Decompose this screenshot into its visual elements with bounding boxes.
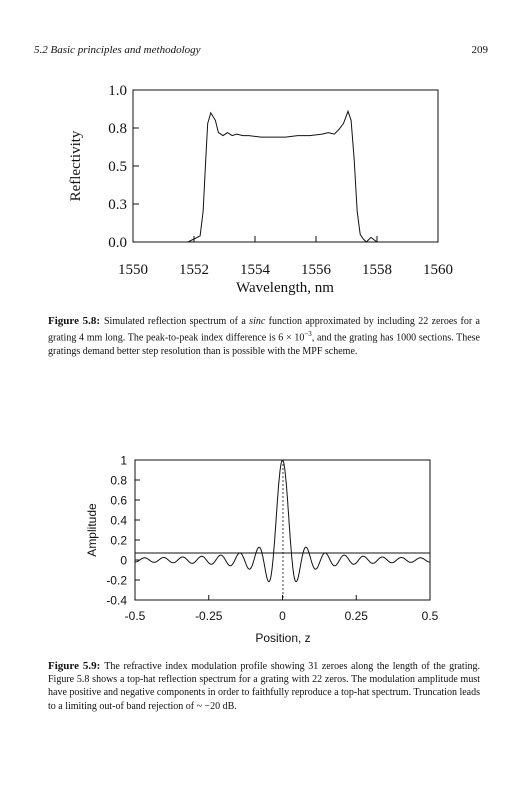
amplitude-chart: 1 0.8 0.6 0.4 0.2 0 -0.2 -0.4 -0.5 -0.25 0 0.25 0.5… xyxy=(85,454,439,646)
y-axis-label: Amplitude xyxy=(85,503,99,557)
caption-text-start: Simulated reflection spectrum of a xyxy=(104,316,250,327)
x-tick-label: 1560 xyxy=(423,262,453,278)
y-tick-label: -0.4 xyxy=(106,594,127,608)
y-tick-label: 0.8 xyxy=(110,474,127,488)
x-axis-label: Wavelength, nm xyxy=(236,280,334,296)
caption-text-end: , and the grating has 1000 sections. The… xyxy=(48,332,480,357)
x-tick-label: 0.5 xyxy=(422,609,439,623)
x-tick-label: 0.25 xyxy=(345,609,369,623)
y-tick-label: 0 xyxy=(120,554,127,568)
page-header: 5.2 Basic principles and methodology 209 xyxy=(34,44,488,60)
caption-text-mid: function approximated by including 22 ze… xyxy=(48,316,480,344)
caption-superscript: −3 xyxy=(304,330,312,339)
amplitude-series-line xyxy=(134,459,431,583)
y-tick-label: 0.6 xyxy=(110,494,127,508)
y-axis-ticks: 0.0 0.3 0.5 0.8 1.0 xyxy=(108,83,139,251)
figure-5-9-caption: Figure 5.9: The refractive index modulati… xyxy=(48,660,480,713)
plot-frame xyxy=(132,89,439,243)
y-tick-label: 1 xyxy=(120,454,127,468)
caption-emphasis: sinc xyxy=(249,316,266,327)
x-tick-label: 1556 xyxy=(301,262,332,278)
x-tick-label: 1558 xyxy=(362,262,392,278)
reflectivity-series-line xyxy=(133,109,438,243)
y-axis-label: Reflectivity xyxy=(68,130,84,201)
x-tick-label: 1554 xyxy=(240,262,271,278)
x-axis-ticks: 1550 1552 1554 1556 1558 1560 xyxy=(118,236,453,278)
x-tick-label: 1550 xyxy=(118,262,148,278)
y-tick-label: 0.3 xyxy=(108,197,127,213)
y-tick-label: 1.0 xyxy=(108,83,127,99)
page-number: 209 xyxy=(471,44,489,56)
y-tick-label: 0.0 xyxy=(108,235,127,251)
y-tick-label: 0.8 xyxy=(108,121,127,137)
figure-5-8-caption: Figure 5.8: Simulated reflection spectrum… xyxy=(48,315,480,358)
y-tick-label: 0.2 xyxy=(110,534,127,548)
running-head: 5.2 Basic principles and methodology xyxy=(34,44,201,56)
caption-text: The refractive index modulation profile … xyxy=(48,661,480,712)
x-axis-ticks: -0.5 -0.25 0 0.25 0.5 xyxy=(125,595,439,623)
caption-label: Figure 5.9: xyxy=(48,660,101,672)
x-tick-label: 0 xyxy=(279,609,286,623)
reflectivity-chart: 0.0 0.3 0.5 0.8 1.0 1550 1552 1554 1556 1558 1560… xyxy=(68,83,453,296)
y-axis-ticks: 1 0.8 0.6 0.4 0.2 0 -0.2 -0.4 xyxy=(106,454,140,608)
x-axis-label: Position, z xyxy=(255,631,310,645)
x-tick-label: -0.25 xyxy=(195,609,223,623)
y-tick-label: 0.4 xyxy=(110,514,127,528)
caption-label: Figure 5.8: xyxy=(48,315,100,327)
plot-frame xyxy=(134,459,431,601)
y-tick-label: 0.5 xyxy=(108,159,127,175)
x-tick-label: -0.5 xyxy=(125,609,146,623)
x-tick-label: 1552 xyxy=(179,262,209,278)
y-tick-label: -0.2 xyxy=(106,574,127,588)
